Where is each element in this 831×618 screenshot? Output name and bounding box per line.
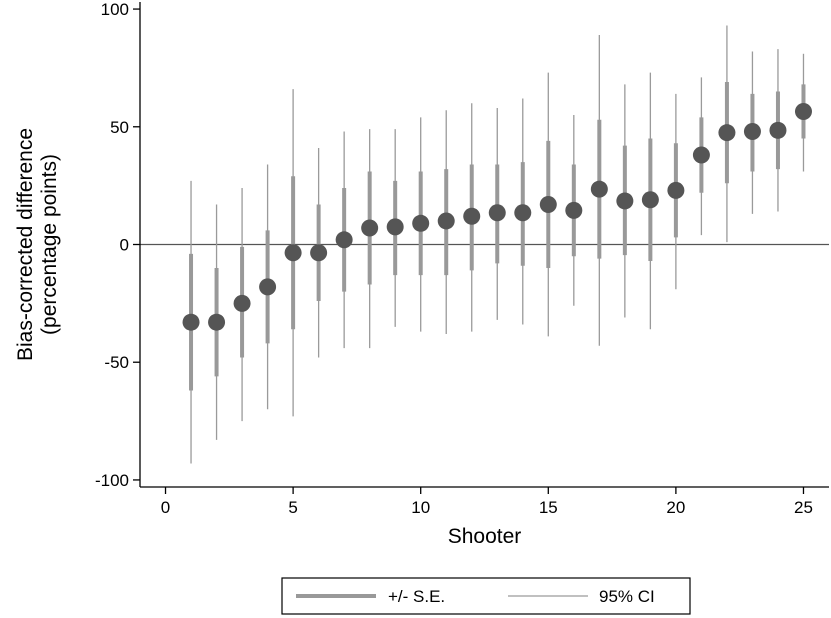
y-axis-title-line-2: (percentage points)	[38, 154, 61, 335]
estimate-point-6	[310, 244, 328, 262]
legend: +/- S.E. 95% CI	[281, 577, 691, 615]
estimate-point-1	[182, 313, 200, 331]
y-tick-label--100: -100	[95, 471, 129, 490]
x-tick-label-10: 10	[411, 498, 430, 517]
estimate-point-21	[692, 146, 710, 164]
y-tick-label--50: -50	[104, 353, 129, 372]
estimate-point-19	[641, 191, 659, 209]
estimate-point-2	[208, 313, 226, 331]
y-tick-label-50: 50	[110, 118, 129, 137]
x-tick-label-25: 25	[794, 498, 813, 517]
estimate-point-4	[259, 278, 277, 296]
axes-group: 100 50 0 -50 -100 0 5 10 15 20 25	[95, 0, 829, 517]
estimate-point-25	[794, 102, 812, 120]
estimate-points-group	[182, 102, 812, 331]
y-axis-title: Bias-corrected difference (percentage poi…	[14, 128, 61, 361]
estimate-point-8	[361, 219, 379, 237]
legend-se-label: +/- S.E.	[388, 587, 445, 606]
estimate-point-15	[539, 195, 557, 213]
x-axis-title-group: Shooter	[448, 525, 522, 548]
estimate-point-11	[437, 212, 455, 230]
estimate-point-20	[667, 181, 685, 199]
estimate-point-3	[233, 294, 251, 312]
y-tick-label-100: 100	[101, 0, 129, 19]
estimate-point-12	[463, 207, 481, 225]
x-axis-title: Shooter	[448, 525, 522, 548]
estimate-point-7	[335, 231, 353, 249]
estimate-point-17	[590, 180, 608, 198]
legend-ci-label: 95% CI	[599, 587, 655, 606]
x-tick-label-15: 15	[539, 498, 558, 517]
estimate-point-23	[743, 122, 761, 140]
x-tick-label-20: 20	[666, 498, 685, 517]
estimate-point-24	[769, 121, 787, 139]
estimate-point-16	[565, 201, 583, 219]
x-tick-label-5: 5	[288, 498, 297, 517]
estimate-point-9	[386, 218, 404, 236]
y-tick-label-0: 0	[120, 236, 129, 255]
estimate-point-13	[488, 204, 506, 222]
x-tick-label-0: 0	[161, 498, 170, 517]
estimate-point-22	[718, 124, 736, 142]
estimate-point-18	[616, 192, 634, 210]
y-axis-title-line-1: Bias-corrected difference	[14, 128, 37, 361]
estimate-point-14	[514, 204, 532, 222]
estimate-point-10	[412, 214, 430, 232]
estimate-point-5	[284, 244, 302, 262]
